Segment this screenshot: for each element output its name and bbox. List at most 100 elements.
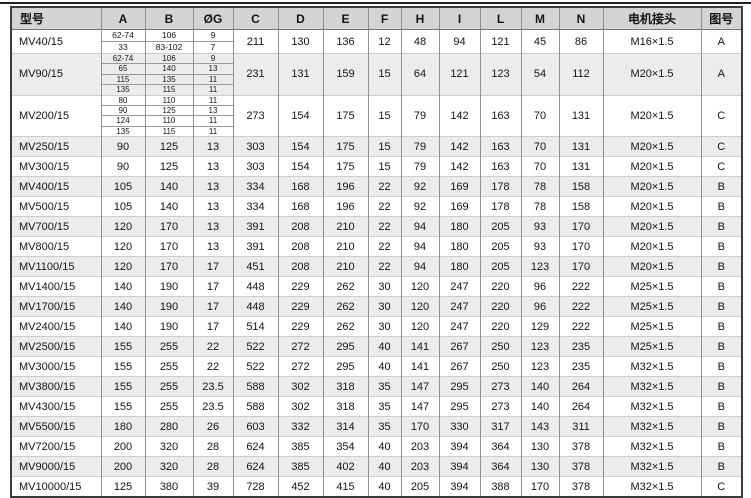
value-cell: 40 bbox=[367, 456, 401, 477]
value-cell: 169 bbox=[438, 176, 480, 197]
value-cell: 170 bbox=[558, 216, 603, 237]
value-cell: 170 bbox=[520, 476, 559, 497]
sub-value: 80 bbox=[118, 95, 128, 105]
value-cell: 15 bbox=[367, 53, 401, 96]
value-cell: 79 bbox=[400, 94, 439, 137]
column-header: D bbox=[277, 7, 323, 30]
value-cell: 334 bbox=[232, 196, 278, 217]
value-cell: 364 bbox=[479, 456, 521, 477]
value-cell: 120 bbox=[400, 316, 439, 337]
connector-cell: M32×1.5 bbox=[602, 416, 701, 437]
value-cell: 205 bbox=[479, 216, 521, 237]
connector-cell: M20×1.5 bbox=[602, 236, 701, 257]
sub-value: 135 bbox=[102, 125, 145, 136]
model-cell: MV40/15 bbox=[10, 29, 101, 54]
connector-cell: M20×1.5 bbox=[602, 256, 701, 277]
value-cell: 728 bbox=[232, 476, 278, 497]
model-cell: MV1700/15 bbox=[10, 296, 101, 317]
figure-cell: A bbox=[700, 29, 742, 54]
value-cell: 131 bbox=[277, 53, 323, 96]
top-rule bbox=[0, 2, 751, 4]
value-cell: 169 bbox=[438, 196, 480, 217]
value-cell: 235 bbox=[558, 356, 603, 377]
connector-cell: M25×1.5 bbox=[602, 316, 701, 337]
table-row: MV3000/15 155 255 22 522 272 295 40 141 267 250 123… bbox=[10, 356, 742, 377]
value-cell: 121 bbox=[479, 29, 521, 54]
b-cell: 125 bbox=[144, 136, 193, 157]
value-cell: 120 bbox=[400, 296, 439, 317]
value-cell: 30 bbox=[367, 296, 401, 317]
value-cell: 163 bbox=[479, 94, 521, 137]
table-body: MV40/15 62-74 33 106 83-102 9 7 211 130 136 12 48 94… bbox=[10, 29, 742, 497]
value-cell: 154 bbox=[277, 156, 323, 177]
value-cell: 588 bbox=[232, 396, 278, 417]
value-cell: 35 bbox=[367, 416, 401, 437]
figure-cell: B bbox=[700, 456, 742, 477]
value-cell: 385 bbox=[277, 456, 323, 477]
table-row: MV400/15 105 140 13 334 168 196 22 92 169 178 78 158… bbox=[10, 176, 742, 197]
value-cell: 70 bbox=[520, 156, 559, 177]
a-cell: 90 bbox=[100, 136, 145, 157]
value-cell: 378 bbox=[558, 436, 603, 457]
value-cell: 175 bbox=[322, 94, 368, 137]
sub-value: 110 bbox=[146, 115, 193, 125]
value-cell: 30 bbox=[367, 276, 401, 297]
b-cell: 280 bbox=[144, 416, 193, 437]
model-cell: MV300/15 bbox=[10, 156, 101, 177]
model-cell: MV1400/15 bbox=[10, 276, 101, 297]
model-cell: MV400/15 bbox=[10, 176, 101, 197]
column-header: L bbox=[479, 7, 521, 30]
figure-cell: B bbox=[700, 376, 742, 397]
value-cell: 235 bbox=[558, 336, 603, 357]
b-cell: 170 bbox=[144, 236, 193, 257]
spec-table: 型号 A B ØG C D E F H I L M N 电机接头 图号 MV40/15 62-74 33 106 8… bbox=[10, 6, 743, 498]
value-cell: 120 bbox=[400, 276, 439, 297]
a-cell: 120 bbox=[100, 236, 145, 257]
value-cell: 250 bbox=[479, 356, 521, 377]
g-cell: 23.5 bbox=[192, 396, 233, 417]
value-cell: 163 bbox=[479, 156, 521, 177]
value-cell: 391 bbox=[232, 216, 278, 237]
value-cell: 208 bbox=[277, 236, 323, 257]
connector-cell: M20×1.5 bbox=[602, 196, 701, 217]
sub-value: 11 bbox=[194, 84, 233, 94]
value-cell: 247 bbox=[438, 276, 480, 297]
sub-value: 125 bbox=[146, 105, 193, 115]
model-cell: MV700/15 bbox=[10, 216, 101, 237]
sub-value: 62-74 bbox=[112, 30, 134, 41]
figure-cell: B bbox=[700, 256, 742, 277]
value-cell: 154 bbox=[277, 94, 323, 137]
value-cell: 141 bbox=[400, 356, 439, 377]
b-cell: 106 140 135 115 bbox=[144, 53, 193, 96]
a-cell: 105 bbox=[100, 176, 145, 197]
value-cell: 175 bbox=[322, 156, 368, 177]
figure-cell: B bbox=[700, 416, 742, 437]
b-cell: 106 83-102 bbox=[144, 29, 193, 54]
sub-value: 110 bbox=[162, 95, 176, 105]
value-cell: 273 bbox=[232, 94, 278, 137]
value-cell: 96 bbox=[520, 296, 559, 317]
value-cell: 15 bbox=[367, 94, 401, 137]
sub-value: 13 bbox=[194, 105, 233, 115]
b-cell: 320 bbox=[144, 456, 193, 477]
value-cell: 147 bbox=[400, 396, 439, 417]
value-cell: 123 bbox=[520, 356, 559, 377]
value-cell: 158 bbox=[558, 196, 603, 217]
g-cell: 28 bbox=[192, 436, 233, 457]
value-cell: 142 bbox=[438, 94, 480, 137]
g-cell: 17 bbox=[192, 256, 233, 277]
a-cell: 200 bbox=[100, 436, 145, 457]
b-cell: 255 bbox=[144, 396, 193, 417]
sub-value: 65 bbox=[102, 63, 145, 73]
sub-value: 7 bbox=[194, 41, 233, 53]
value-cell: 78 bbox=[520, 196, 559, 217]
column-header: M bbox=[520, 7, 559, 30]
column-header: 图号 bbox=[700, 7, 742, 30]
model-cell: MV250/15 bbox=[10, 136, 101, 157]
sub-value: 11 bbox=[194, 73, 233, 84]
column-header: E bbox=[322, 7, 368, 30]
value-cell: 264 bbox=[558, 376, 603, 397]
value-cell: 142 bbox=[438, 156, 480, 177]
value-cell: 295 bbox=[322, 336, 368, 357]
value-cell: 78 bbox=[520, 176, 559, 197]
